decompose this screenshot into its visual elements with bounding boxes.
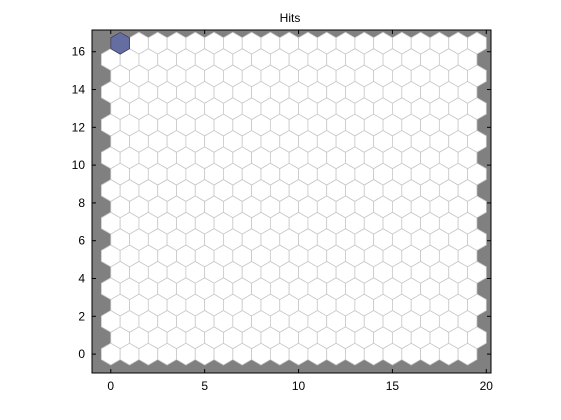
y-tick-label: 12 bbox=[72, 120, 86, 134]
y-tick-label: 0 bbox=[78, 347, 85, 361]
hit-marker bbox=[110, 31, 130, 55]
plot-area bbox=[92, 30, 491, 373]
x-tick-label: 10 bbox=[292, 379, 306, 393]
x-tick-label: 20 bbox=[480, 379, 494, 393]
y-tick-label: 10 bbox=[72, 158, 86, 172]
y-tick-label: 16 bbox=[72, 45, 86, 59]
x-tick-label: 15 bbox=[386, 379, 400, 393]
x-tick-label: 0 bbox=[107, 379, 114, 393]
axes-frame bbox=[91, 29, 492, 374]
y-tick-label: 14 bbox=[72, 83, 86, 97]
y-tick-label: 4 bbox=[78, 272, 85, 286]
y-tick-label: 6 bbox=[78, 234, 85, 248]
y-tick-label: 8 bbox=[78, 196, 85, 210]
neuron-hex bbox=[467, 31, 487, 55]
x-tick-label: 5 bbox=[201, 379, 208, 393]
y-tick-label: 2 bbox=[78, 309, 85, 323]
hex-grid bbox=[92, 30, 491, 373]
axes: 0 5 10 15 20 0 2 4 6 8 10 12 14 16 bbox=[72, 29, 494, 393]
chart-title: Hits bbox=[280, 11, 301, 25]
